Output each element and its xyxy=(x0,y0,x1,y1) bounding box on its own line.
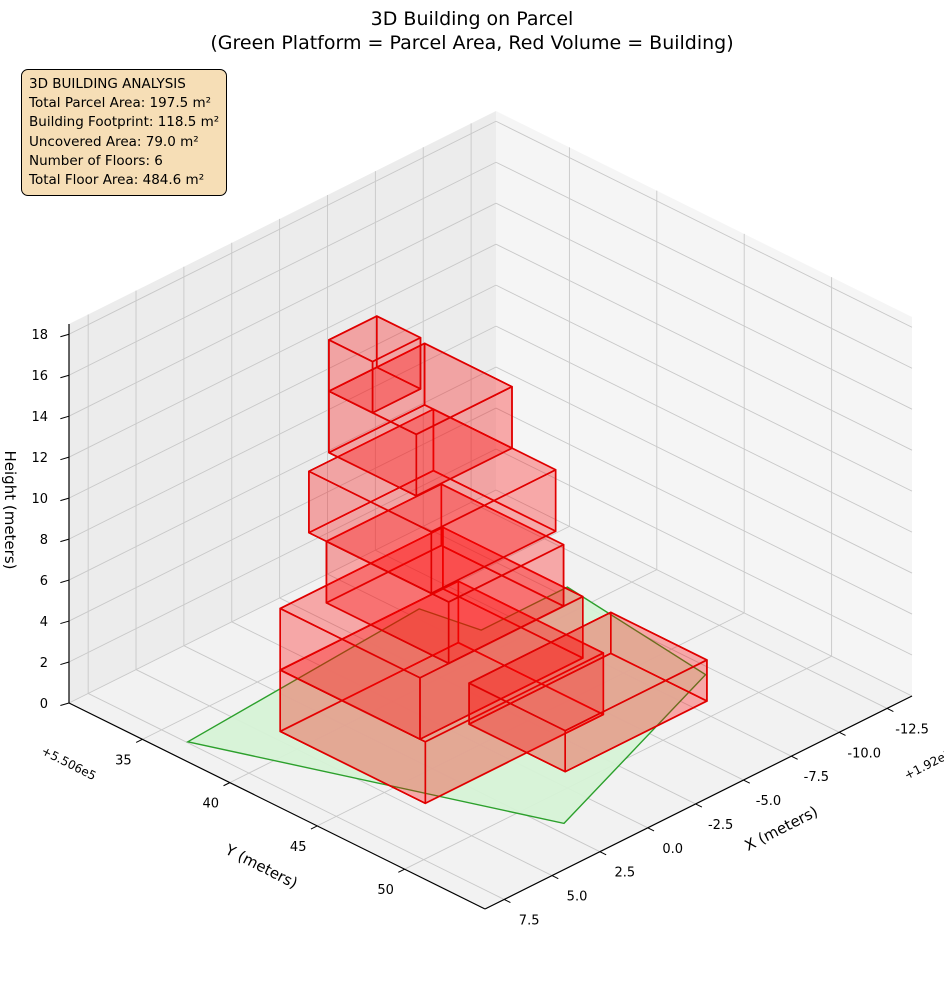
axis-lines xyxy=(60,324,913,910)
z-tick-label: 12 xyxy=(31,451,48,466)
y-tick-label: 35 xyxy=(115,753,132,768)
x-tick-label: 7.5 xyxy=(519,913,540,928)
grid-x-floor xyxy=(87,693,505,900)
z-tick-mark xyxy=(60,538,70,543)
info-heading: 3D BUILDING ANALYSIS xyxy=(29,76,186,92)
grid-z-ywall xyxy=(68,448,497,663)
x-tick-mark xyxy=(551,875,559,880)
y-axis-title: Y (meters) xyxy=(222,840,301,892)
chart-title: 3D Building on Parcel xyxy=(371,8,574,30)
analysis-info-box: 3D BUILDING ANALYSIS Total Parcel Area: … xyxy=(21,69,227,197)
building-volume-5 xyxy=(328,342,513,497)
building-volume-4 xyxy=(308,408,557,595)
z-tick-mark xyxy=(60,415,70,420)
building-face xyxy=(328,315,422,363)
info-total-floor-area: Total Floor Area: 484.6 m² xyxy=(29,172,205,189)
chart-subtitle: (Green Platform = Parcel Area, Red Volum… xyxy=(210,32,733,54)
z-tick-label: 14 xyxy=(31,410,48,425)
building-volume-6 xyxy=(328,315,422,414)
grid-z-xwall xyxy=(495,202,913,410)
y-tick-label: 40 xyxy=(203,797,220,812)
grid-x-floor xyxy=(470,502,888,709)
info-uncovered-area: Uncovered Area: 79.0 m² xyxy=(29,133,199,150)
z-axis-title: Height (meters) xyxy=(1,451,19,570)
z-tick-label: 0 xyxy=(40,697,48,712)
building-face xyxy=(468,611,708,732)
grid-z-ywall xyxy=(68,161,497,376)
x-tick-mark xyxy=(791,755,798,760)
z-tick-mark xyxy=(60,579,70,584)
z-tick-mark xyxy=(60,702,70,707)
x-tick-mark xyxy=(695,803,703,808)
info-floor-count: Number of Floors: 6 xyxy=(29,152,163,169)
grid-lines xyxy=(68,120,913,900)
y-offset-label: +5.506e5 xyxy=(39,744,98,783)
x-axis-title: X (meters) xyxy=(742,802,821,854)
x-tick-label: -7.5 xyxy=(804,770,829,785)
y-tick-mark xyxy=(310,825,318,830)
x-tick-mark xyxy=(503,899,511,904)
grid-z-xwall xyxy=(495,489,913,697)
z-tick-mark xyxy=(60,333,70,338)
x-tick-label: 0.0 xyxy=(662,842,683,857)
z-tick-mark xyxy=(60,456,70,461)
z-tick-mark xyxy=(60,497,70,502)
x-tick-label: -10.0 xyxy=(847,746,881,761)
grid-z-xwall xyxy=(495,325,913,533)
y-axis-line xyxy=(68,702,486,910)
x-tick-label: 5.0 xyxy=(567,890,588,905)
x-tick-label: 2.5 xyxy=(615,866,636,881)
building-volume-7 xyxy=(468,611,708,773)
x-axis-line xyxy=(484,695,913,910)
x-tick-label: -12.5 xyxy=(895,722,929,737)
grid-z-xwall xyxy=(495,284,913,492)
z-tick-label: 6 xyxy=(40,574,48,589)
grid-z-xwall xyxy=(495,366,913,574)
grid-z-xwall xyxy=(495,407,913,615)
grid-z-ywall xyxy=(68,407,497,622)
grid-z-xwall xyxy=(495,243,913,451)
x-tick-mark xyxy=(599,851,607,856)
x-wall-pane xyxy=(496,111,912,696)
z-tick-mark xyxy=(60,374,70,379)
building-volume-2 xyxy=(279,526,584,741)
z-tick-label: 2 xyxy=(40,656,48,671)
x-tick-mark xyxy=(743,779,750,784)
y-wall-pane xyxy=(69,111,496,703)
info-building-footprint: Building Footprint: 118.5 m² xyxy=(29,114,220,131)
building-face xyxy=(279,526,584,679)
grid-z-xwall xyxy=(495,120,913,328)
grid-z-ywall xyxy=(68,489,497,704)
x-tick-mark xyxy=(839,731,846,736)
y-tick-mark xyxy=(223,782,231,787)
parcel-platform xyxy=(185,586,707,825)
x-tick-mark xyxy=(647,827,655,832)
grid-z-ywall xyxy=(68,243,497,458)
z-tick-label: 8 xyxy=(40,533,48,548)
grid-z-ywall xyxy=(68,284,497,499)
x-tick-label: -2.5 xyxy=(708,818,733,833)
z-tick-mark xyxy=(60,620,70,625)
scene xyxy=(185,315,708,825)
info-parcel-area: Total Parcel Area: 197.5 m² xyxy=(29,95,212,112)
z-tick-label: 4 xyxy=(40,615,48,630)
building-volume-3 xyxy=(325,483,565,665)
z-tick-label: 18 xyxy=(31,328,48,343)
y-tick-label: 50 xyxy=(377,883,394,898)
z-tick-mark xyxy=(60,661,70,666)
z-tick-label: 16 xyxy=(31,369,48,384)
x-tick-mark xyxy=(886,707,894,712)
building-face xyxy=(325,483,565,603)
y-tick-mark xyxy=(135,738,143,743)
y-tick-mark xyxy=(398,868,405,873)
z-tick-label: 10 xyxy=(31,492,48,507)
grid-z-ywall xyxy=(68,202,497,417)
grid-z-xwall xyxy=(495,448,913,656)
grid-z-ywall xyxy=(68,120,497,335)
x-offset-label: +1.92e5 xyxy=(902,746,944,782)
x-tick-label: -5.0 xyxy=(756,794,781,809)
y-tick-label: 45 xyxy=(290,840,307,855)
grid-z-xwall xyxy=(495,161,913,369)
